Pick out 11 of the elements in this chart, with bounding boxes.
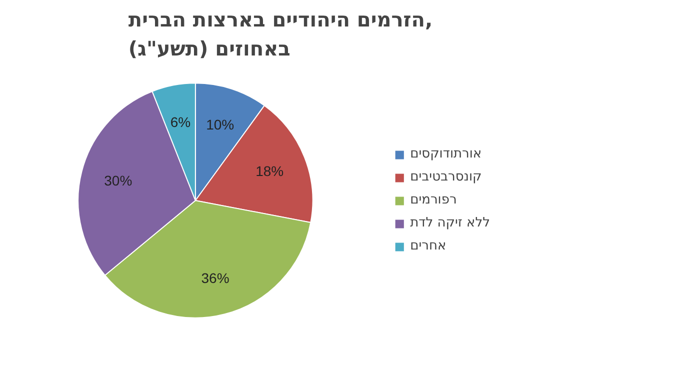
data-label: 36% (201, 270, 230, 286)
legend-label: רפורמים (410, 192, 457, 208)
legend-label: אחרים (410, 238, 446, 254)
legend-label: קונסרבטיבים (410, 170, 482, 184)
data-label: 6% (170, 114, 191, 130)
legend-label: אורתודוקסים (410, 146, 482, 162)
legend-label: ללא זיקה לדת (410, 216, 490, 230)
data-label: 10% (206, 116, 234, 133)
data-label: 30% (104, 172, 132, 189)
chart-title: הזרמים היהודיים בארצות הברית, באחוזים (תשע"ג) (128, 8, 433, 60)
data-label: 18% (256, 163, 284, 180)
